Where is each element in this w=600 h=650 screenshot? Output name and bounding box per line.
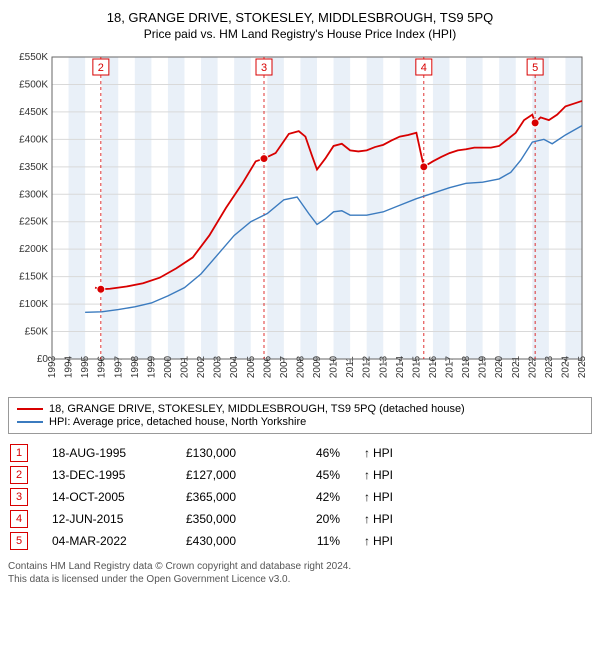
transaction-pct: 46% bbox=[300, 446, 340, 460]
legend-item: 18, GRANGE DRIVE, STOKESLEY, MIDDLESBROU… bbox=[17, 403, 583, 415]
transactions-table: 118-AUG-1995£130,00046%↑HPI213-DEC-1995£… bbox=[8, 444, 592, 550]
transaction-index: 1 bbox=[10, 444, 28, 462]
svg-text:£500K: £500K bbox=[19, 79, 48, 90]
arrow-up-icon: ↑ bbox=[364, 490, 370, 504]
transaction-hpi-label: ↑HPI bbox=[364, 490, 393, 504]
transaction-hpi-label: ↑HPI bbox=[364, 446, 393, 460]
svg-text:5: 5 bbox=[532, 62, 538, 74]
arrow-up-icon: ↑ bbox=[364, 534, 370, 548]
transaction-pct: 42% bbox=[300, 490, 340, 504]
transaction-index: 5 bbox=[10, 532, 28, 550]
hpi-text: HPI bbox=[373, 468, 393, 482]
transaction-pct: 20% bbox=[300, 512, 340, 526]
hpi-text: HPI bbox=[373, 512, 393, 526]
transaction-price: £365,000 bbox=[186, 490, 276, 504]
transaction-row: 4 12-JUN-2015 £350,000 20% ↑HPI bbox=[8, 510, 592, 528]
svg-text:2: 2 bbox=[98, 62, 104, 74]
legend-item: HPI: Average price, detached house, Nort… bbox=[17, 416, 583, 428]
svg-text:£450K: £450K bbox=[19, 107, 48, 118]
legend-label: 18, GRANGE DRIVE, STOKESLEY, MIDDLESBROU… bbox=[49, 403, 465, 415]
svg-text:£100K: £100K bbox=[19, 299, 48, 310]
hpi-text: HPI bbox=[373, 446, 393, 460]
transaction-price: £350,000 bbox=[186, 512, 276, 526]
svg-text:£200K: £200K bbox=[19, 244, 48, 255]
page-title: 18, GRANGE DRIVE, STOKESLEY, MIDDLESBROU… bbox=[8, 10, 592, 25]
transaction-index: 3 bbox=[10, 488, 28, 506]
arrow-up-icon: ↑ bbox=[364, 512, 370, 526]
transaction-date: 18-AUG-1995 bbox=[52, 446, 162, 460]
footer-line-1: Contains HM Land Registry data © Crown c… bbox=[8, 560, 592, 573]
hpi-text: HPI bbox=[373, 534, 393, 548]
transaction-row: 1 18-AUG-1995 £130,000 46% ↑HPI bbox=[8, 444, 592, 462]
svg-text:£250K: £250K bbox=[19, 217, 48, 228]
price-chart: £0£50K£100K£150K£200K£250K£300K£350K£400… bbox=[8, 49, 592, 389]
transaction-date: 14-OCT-2005 bbox=[52, 490, 162, 504]
transaction-pct: 45% bbox=[300, 468, 340, 482]
svg-text:£350K: £350K bbox=[19, 162, 48, 173]
arrow-up-icon: ↑ bbox=[364, 446, 370, 460]
transaction-index: 2 bbox=[10, 466, 28, 484]
transaction-pct: 11% bbox=[300, 534, 340, 548]
svg-text:£50K: £50K bbox=[25, 327, 49, 338]
legend-swatch bbox=[17, 421, 43, 423]
transaction-hpi-label: ↑HPI bbox=[364, 534, 393, 548]
svg-text:£400K: £400K bbox=[19, 134, 48, 145]
transaction-hpi-label: ↑HPI bbox=[364, 512, 393, 526]
transaction-price: £130,000 bbox=[186, 446, 276, 460]
page-subtitle: Price paid vs. HM Land Registry's House … bbox=[8, 27, 592, 41]
transaction-date: 13-DEC-1995 bbox=[52, 468, 162, 482]
footer-attribution: Contains HM Land Registry data © Crown c… bbox=[8, 560, 592, 586]
legend: 18, GRANGE DRIVE, STOKESLEY, MIDDLESBROU… bbox=[8, 397, 592, 434]
transaction-index: 4 bbox=[10, 510, 28, 528]
footer-line-2: This data is licensed under the Open Gov… bbox=[8, 573, 592, 586]
transaction-row: 3 14-OCT-2005 £365,000 42% ↑HPI bbox=[8, 488, 592, 506]
svg-text:£550K: £550K bbox=[19, 52, 48, 63]
transaction-hpi-label: ↑HPI bbox=[364, 468, 393, 482]
legend-label: HPI: Average price, detached house, Nort… bbox=[49, 416, 306, 428]
svg-text:£150K: £150K bbox=[19, 272, 48, 283]
arrow-up-icon: ↑ bbox=[364, 468, 370, 482]
chart-container: £0£50K£100K£150K£200K£250K£300K£350K£400… bbox=[8, 49, 592, 389]
transaction-row: 5 04-MAR-2022 £430,000 11% ↑HPI bbox=[8, 532, 592, 550]
transaction-row: 2 13-DEC-1995 £127,000 45% ↑HPI bbox=[8, 466, 592, 484]
transaction-date: 04-MAR-2022 bbox=[52, 534, 162, 548]
svg-text:3: 3 bbox=[261, 62, 267, 74]
transaction-price: £430,000 bbox=[186, 534, 276, 548]
transaction-date: 12-JUN-2015 bbox=[52, 512, 162, 526]
svg-text:£300K: £300K bbox=[19, 189, 48, 200]
transaction-price: £127,000 bbox=[186, 468, 276, 482]
svg-text:4: 4 bbox=[421, 62, 427, 74]
hpi-text: HPI bbox=[373, 490, 393, 504]
legend-swatch bbox=[17, 408, 43, 410]
